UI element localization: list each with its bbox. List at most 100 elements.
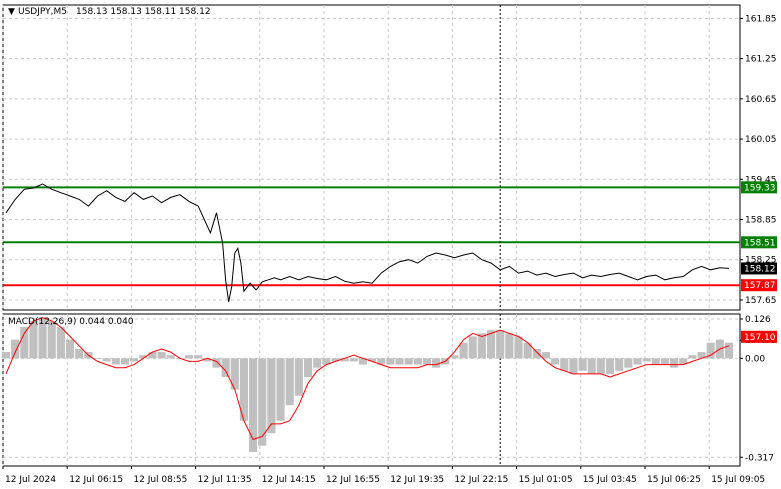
level-tags: 159.33 158.51 157.87 157.10 158.12 [741,181,777,343]
macd-histogram-bar [11,339,20,359]
macd-histogram-bar [679,358,688,365]
macd-histogram-bar [75,348,84,359]
price-y-tick-label: 158.85 [745,216,777,226]
price-series [5,183,730,303]
macd-histogram-bar [422,358,432,365]
level-tag-157-10 [741,330,777,343]
macd-histogram-bar [139,355,148,359]
macd-histogram-bar [395,358,404,365]
macd-histogram-bar [569,358,578,374]
time-axis-label: 15 Jul 09:05 [711,475,765,485]
level-tag-158-51 [741,236,777,249]
macd-histogram-bar [450,355,459,359]
macd-pane[interactable]: 0.126 0.00 -0.317 MACD(12,26,9) 0.044 0.04… [1,313,774,467]
level-tag-157-87 [741,279,777,292]
macd-histogram-bar [258,358,267,446]
macd-histogram-bar [303,358,313,378]
macd-histogram-bar [651,358,660,365]
macd-histogram-bar [486,330,496,359]
macd-histogram-bar [29,320,38,359]
time-axis-label: 12 Jul 16:55 [326,475,380,485]
macd-histogram-bar [596,358,605,374]
macd-histogram-bar [660,358,670,365]
price-y-tick-label: 158.25 [745,256,777,266]
macd-histogram-bar [102,358,111,362]
macd-histogram-bar [541,352,551,359]
macd-histogram-bar [130,358,139,362]
level-tag-label: 157.87 [744,281,776,291]
macd-histogram-bar [1,352,11,359]
price-y-tick-label: 161.85 [745,14,777,24]
current-price-tag [741,262,777,275]
macd-histogram-bar [166,355,175,359]
macd-histogram-bar [706,342,715,359]
time-axis-label: 12 Jul 14:15 [262,475,316,485]
macd-histogram-bar [349,358,358,362]
macd-histogram-bar [404,358,413,365]
macd-signal-line [5,317,730,441]
macd-histogram-bar [551,358,560,365]
macd-histogram-bar [212,358,221,368]
macd-y-tick-label: 0.00 [745,354,765,364]
price-y-tick-label: 161.25 [745,55,777,65]
macd-histogram-bar [148,352,157,359]
time-axis: 12 Jul 2024 12 Jul 06:15 12 Jul 08:55 12 Ju… [2,466,765,485]
time-axis-label: 15 Jul 01:05 [519,475,573,485]
macd-histogram-bar [377,358,386,365]
macd-histogram-bar [203,358,212,362]
time-axis-label: 12 Jul 06:15 [69,475,123,485]
price-pane-frame [2,4,741,311]
macd-histogram-bar [459,342,468,359]
level-tag-159-33 [741,181,777,194]
macd-histogram-bar [560,358,569,371]
header-arrow-icon[interactable]: ▼ [8,7,15,17]
macd-histogram-bar [230,358,239,390]
macd-histogram-bar [615,358,624,371]
time-axis-label: 12 Jul 08:55 [133,475,187,485]
macd-histogram-bar [413,358,422,365]
macd-histogram-bar [624,358,633,368]
macd-histogram-bar [294,358,303,396]
macd-histogram-bar [93,358,102,360]
macd-histogram-bar [194,355,203,359]
macd-histogram-bar [505,333,514,359]
macd-histogram-bar [468,336,477,359]
price-pane[interactable]: 161.85 161.25 160.65 160.05 159.45 158.85 158.… [2,4,777,346]
macd-histogram-bar [514,336,523,359]
macd-histogram-bar [368,358,377,362]
macd-histogram-bar [340,358,349,362]
level-tag-label: 159.33 [744,183,776,193]
macd-y-tick-label: 0.126 [745,315,771,325]
macd-histogram-bar [285,358,294,406]
macd-histogram-bar [532,348,541,359]
macd-y-tick-label: -0.317 [745,453,774,463]
price-y-tick-label: 160.05 [745,135,777,145]
ohlc-values: 158.13 158.13 158.11 158.12 [76,7,211,17]
macd-histogram-bar [20,327,29,359]
macd-histogram-bar [267,358,276,434]
macd-histogram-bar [276,358,285,421]
macd-histogram-bar [477,333,486,359]
macd-histogram-bar [120,358,130,365]
macd-histogram-bar [111,358,120,365]
symbol-title: USDJPY,M5 [18,7,67,17]
macd-histogram-bar [386,358,395,365]
macd-histogram-bar [249,358,258,452]
macd-histogram-bar [65,339,75,359]
macd-histogram-bar [578,358,587,371]
macd-histogram-bar [239,358,249,421]
macd-histogram-bar [670,358,679,368]
price-y-tick-label: 159.45 [745,175,777,185]
macd-histogram-bar [587,358,596,374]
macd-title: MACD(12,26,9) 0.044 0.040 [8,317,134,327]
macd-histogram-bar [184,355,194,359]
time-axis-label: 12 Jul 22:15 [454,475,508,485]
macd-pane-frame [2,313,741,467]
macd-signal-polyline [5,317,730,441]
macd-histogram-bar [496,330,505,359]
macd-histogram-bar [523,342,532,359]
level-tag-label: 158.51 [744,238,776,248]
macd-histogram-bar [56,327,65,359]
level-tag-label: 157.10 [744,333,776,343]
